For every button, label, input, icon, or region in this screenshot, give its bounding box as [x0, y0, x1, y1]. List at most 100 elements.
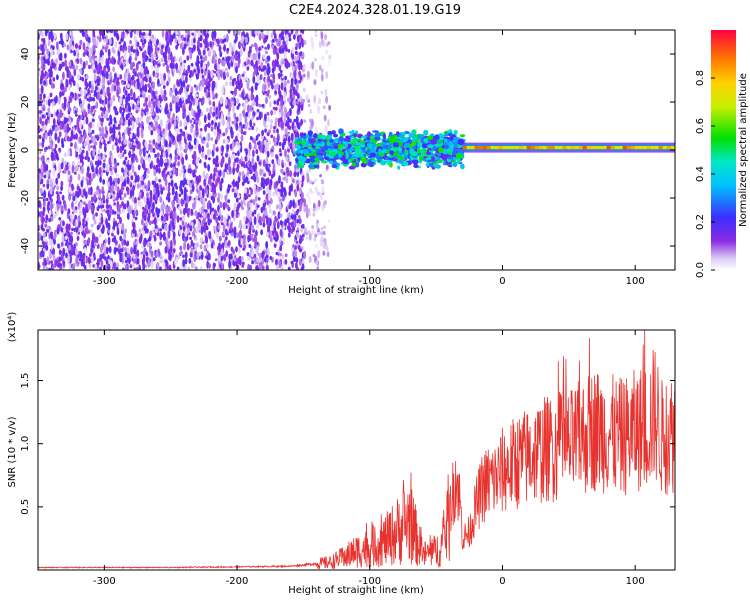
spectrogram-cell [67, 170, 71, 175]
spectrogram-cell [52, 248, 55, 255]
spectrogram-cell [70, 142, 73, 147]
spectrogram-cell [174, 169, 178, 175]
spectrogram-cell [135, 240, 139, 245]
spectrogram-cell [268, 94, 272, 99]
spectrogram-cell [201, 205, 204, 214]
spectrogram-cell [155, 141, 158, 150]
spectrogram-cell [162, 85, 166, 89]
spectrogram-cell [70, 231, 73, 236]
spectrogram-cell [44, 259, 47, 266]
spectrogram-cell [115, 240, 118, 245]
spectrogram-cell [207, 112, 211, 121]
spectrogram-cell [160, 210, 164, 216]
spectrogram-cell [256, 176, 260, 184]
spectrogram-cell [311, 181, 315, 185]
spectrogram-cell [208, 51, 211, 57]
spectrogram-cell [125, 260, 128, 264]
spectrogram-cell [214, 122, 218, 127]
spectrogram-cell [82, 218, 85, 224]
spectrogram-cell [133, 267, 137, 270]
spectrogram-cell [188, 141, 192, 150]
spectrogram-cell [141, 180, 145, 186]
spectrogram-cell [221, 145, 225, 153]
spectrogram-cell [120, 118, 124, 124]
spectrogram-cell [202, 140, 206, 145]
spectrogram-cell [215, 155, 219, 163]
spectrogram-cell [208, 178, 212, 186]
spectrogram-cell [258, 33, 262, 41]
spectrogram-cell [50, 216, 54, 222]
spectrogram-cell [94, 57, 98, 62]
spectrogram-cell [251, 211, 255, 217]
spectrogram-cell [136, 41, 140, 48]
spectrogram-cell [267, 74, 270, 84]
spectrogram-cell [186, 88, 189, 92]
spectrogram-cell [156, 50, 160, 54]
spectrogram-cell [155, 121, 159, 130]
spectrogram-cell [160, 57, 164, 63]
spectrogram-cell [57, 243, 60, 249]
spectrogram-cell [64, 160, 67, 165]
spectrogram-cell [287, 147, 290, 153]
spectrogram-cell [250, 85, 254, 94]
spectrogram-cell [153, 187, 156, 194]
spectrogram-cell [89, 121, 92, 129]
spectrogram-cell [125, 58, 129, 66]
spectrogram-cell [214, 167, 218, 173]
spectrogram-cell [280, 181, 284, 186]
spectrogram-cell [204, 125, 207, 132]
spectrogram-cell [117, 50, 121, 58]
spectrogram-cell [314, 57, 317, 62]
spectrogram-cell [148, 220, 152, 226]
spectrogram-cell [123, 192, 127, 198]
spectrogram-cell [241, 181, 245, 186]
spectrogram-cell [149, 197, 152, 204]
spectrogram-cell [239, 113, 242, 117]
spectrogram-cell [127, 83, 130, 89]
spectrogram-cell [59, 123, 63, 131]
spectrogram-cell [136, 250, 140, 257]
spectrogram-cell [251, 44, 254, 48]
spectrogram-cell [294, 250, 298, 258]
spectrogram-cell [179, 56, 183, 63]
spectrogram-cell [307, 230, 311, 234]
spectrogram-cell [162, 133, 166, 141]
spectrogram-cell [263, 173, 266, 177]
spectrogram-cell [50, 260, 53, 264]
spectrogram-cell [159, 196, 163, 203]
spectrogram-cell [208, 149, 212, 155]
spectrogram-cell [132, 145, 136, 152]
spectrogram-cell [217, 266, 221, 270]
spectrogram-cell [319, 238, 323, 245]
spectrogram-cell [243, 235, 247, 241]
spectrogram-cell [109, 167, 112, 172]
spectrogram-cell [82, 52, 86, 57]
spectrogram-cell [133, 244, 137, 254]
spectrogram-cell [183, 113, 187, 118]
spectrogram-cell [222, 223, 226, 232]
spectrogram-cell [259, 187, 262, 191]
spectrogram-cell [51, 100, 55, 107]
spectrogram-cell [141, 218, 144, 226]
spectrogram-cell [56, 185, 59, 191]
spectrogram-cell [272, 30, 276, 35]
spectrogram-cell [84, 30, 88, 36]
spectrogram-cell [279, 69, 283, 74]
spectrogram-cell [217, 196, 220, 204]
spectrogram-cell [189, 225, 193, 232]
spectrogram-cell [68, 186, 72, 193]
spectrogram-cell [138, 228, 142, 233]
spectrogram-cell [123, 72, 127, 79]
spectrogram-cell [124, 228, 127, 234]
spectrogram-cell [212, 196, 216, 204]
spectrogram-cell [77, 173, 81, 181]
spectrogram-cell [227, 62, 231, 70]
spectrogram-cell [71, 213, 75, 220]
spectrogram-cell [148, 32, 152, 37]
spectrogram-cell [79, 201, 83, 209]
spectrogram-cell [167, 113, 170, 119]
spectrogram-cell [121, 144, 125, 151]
spectrogram-cell [224, 163, 228, 170]
spectrogram-cell [237, 62, 240, 69]
spectrogram-cell [279, 253, 282, 256]
